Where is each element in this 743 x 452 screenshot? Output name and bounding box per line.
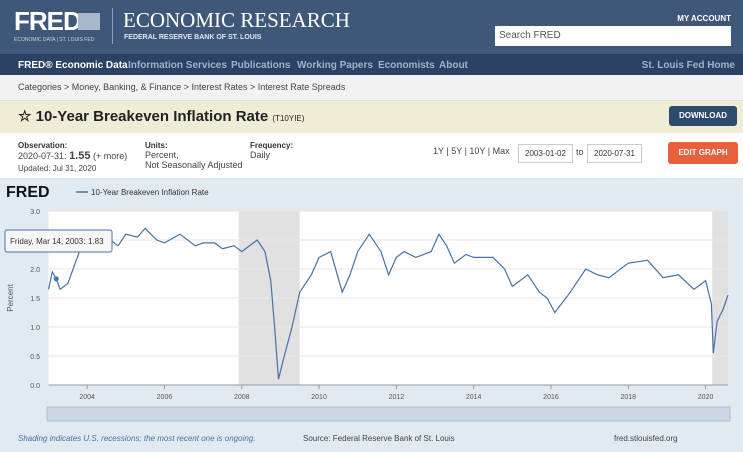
edit-graph-button[interactable]: EDIT GRAPH (668, 142, 738, 164)
to: to (576, 147, 584, 157)
nav-item[interactable]: About (439, 60, 468, 71)
y-tick-label: 3.0 (30, 209, 40, 216)
breadcrumbs: Categories > Money, Banking, & Finance >… (18, 82, 346, 92)
navigator[interactable] (46, 406, 731, 422)
tooltip-point (53, 276, 59, 282)
y-tick-label: 0.0 (30, 383, 40, 390)
legend-label: 10-Year Breakeven Inflation Rate (91, 188, 209, 197)
nav-item[interactable]: Economists (378, 60, 435, 71)
updated: Updated: Jul 31, 2020 (18, 164, 97, 173)
x-tick-label: 2006 (157, 394, 173, 401)
units: Percent, (145, 150, 179, 160)
range[interactable]: 5Y (451, 146, 463, 156)
x-tick-label: 2008 (234, 394, 250, 401)
obs-value: 1.55 (69, 150, 91, 162)
breadcrumb-bar (0, 75, 743, 101)
site-subtitle: FEDERAL RESERVE BANK OF ST. LOUIS (124, 34, 262, 41)
y-tick-label: 2.0 (30, 267, 40, 274)
logo: FRED (14, 6, 82, 36)
nav-bar (0, 54, 743, 75)
x-tick-label: 2004 (79, 394, 95, 401)
end-date[interactable]: 2020-07-31 (587, 144, 642, 163)
nav-item[interactable]: Publications (231, 60, 291, 71)
series-line (47, 227, 729, 380)
x-tick-label: 2010 (311, 394, 327, 401)
tooltip-label: Friday, Mar 14, 2003: (10, 237, 85, 246)
x-tick-label: 2018 (620, 394, 636, 401)
range[interactable]: 1Y (433, 146, 444, 156)
crumb[interactable]: Interest Rate Spreads (257, 82, 346, 92)
frequency: Daily (250, 150, 271, 160)
download-button[interactable]: DOWNLOAD (669, 106, 737, 126)
units: Not Seasonally Adjusted (145, 160, 243, 170)
y-tick-label: 1.0 (30, 325, 40, 332)
series-code: (T10YIE) (272, 114, 305, 123)
y-tick-label: 0.5 (30, 354, 40, 361)
observation-label: Observation: (18, 141, 68, 150)
chart: FRED Percent Shading indicates U.S. rece… (4, 184, 731, 443)
nav-item[interactable]: Information Services (128, 60, 227, 71)
x-tick-label: 2014 (466, 394, 482, 401)
range-links: 1Y | 5Y | 10Y | Max (433, 146, 510, 156)
start-date[interactable]: 2003-01-02 (518, 144, 573, 163)
units-label: Units: (145, 141, 168, 150)
footnote: Shading indicates U.S. recessions; the m… (18, 434, 255, 443)
nav-item[interactable]: St. Louis Fed Home (641, 60, 735, 71)
chart-logo: FRED (6, 184, 50, 201)
crumb[interactable]: Money, Banking, & Finance (71, 82, 182, 92)
y-axis-label: Percent (6, 283, 15, 311)
crumb[interactable]: Categories (18, 82, 62, 92)
source: Source: Federal Reserve Bank of St. Loui… (303, 434, 455, 443)
tooltip-box (4, 229, 113, 253)
y-tick-label: 1.5 (30, 296, 40, 303)
divider (112, 8, 113, 44)
obs-date: 2020-07-31: (18, 151, 67, 161)
account-link[interactable]: MY ACCOUNT (677, 14, 731, 23)
tooltip-value: 1.83 (88, 237, 104, 246)
more-link[interactable]: (+ more) (93, 151, 128, 161)
observation: 2020-07-31: 1.55 (+ more) (18, 150, 127, 162)
series-name: 10-Year Breakeven Inflation Rate (35, 108, 269, 125)
nav-item[interactable]: Working Papers (297, 60, 373, 71)
logo-tag: ECONOMIC DATA | ST. LOUIS FED (14, 37, 95, 43)
logo-icon (78, 13, 100, 30)
site-title: ECONOMIC RESEARCH (123, 8, 350, 32)
nav-item[interactable]: FRED® Economic Data (18, 60, 128, 71)
title-band (0, 101, 743, 133)
series-title: ☆ 10-Year Breakeven Inflation Rate (T10Y… (18, 108, 305, 125)
x-tick-label: 2020 (698, 394, 714, 401)
search-box[interactable]: Search FRED (495, 26, 731, 46)
site: fred.stlouisfed.org (614, 434, 678, 443)
range[interactable]: 10Y (469, 146, 486, 156)
x-tick-label: 2016 (543, 394, 559, 401)
frequency-label: Frequency: (250, 141, 294, 150)
x-tick-label: 2012 (389, 394, 405, 401)
crumb[interactable]: Interest Rates (191, 82, 248, 92)
range[interactable]: Max (492, 146, 510, 156)
